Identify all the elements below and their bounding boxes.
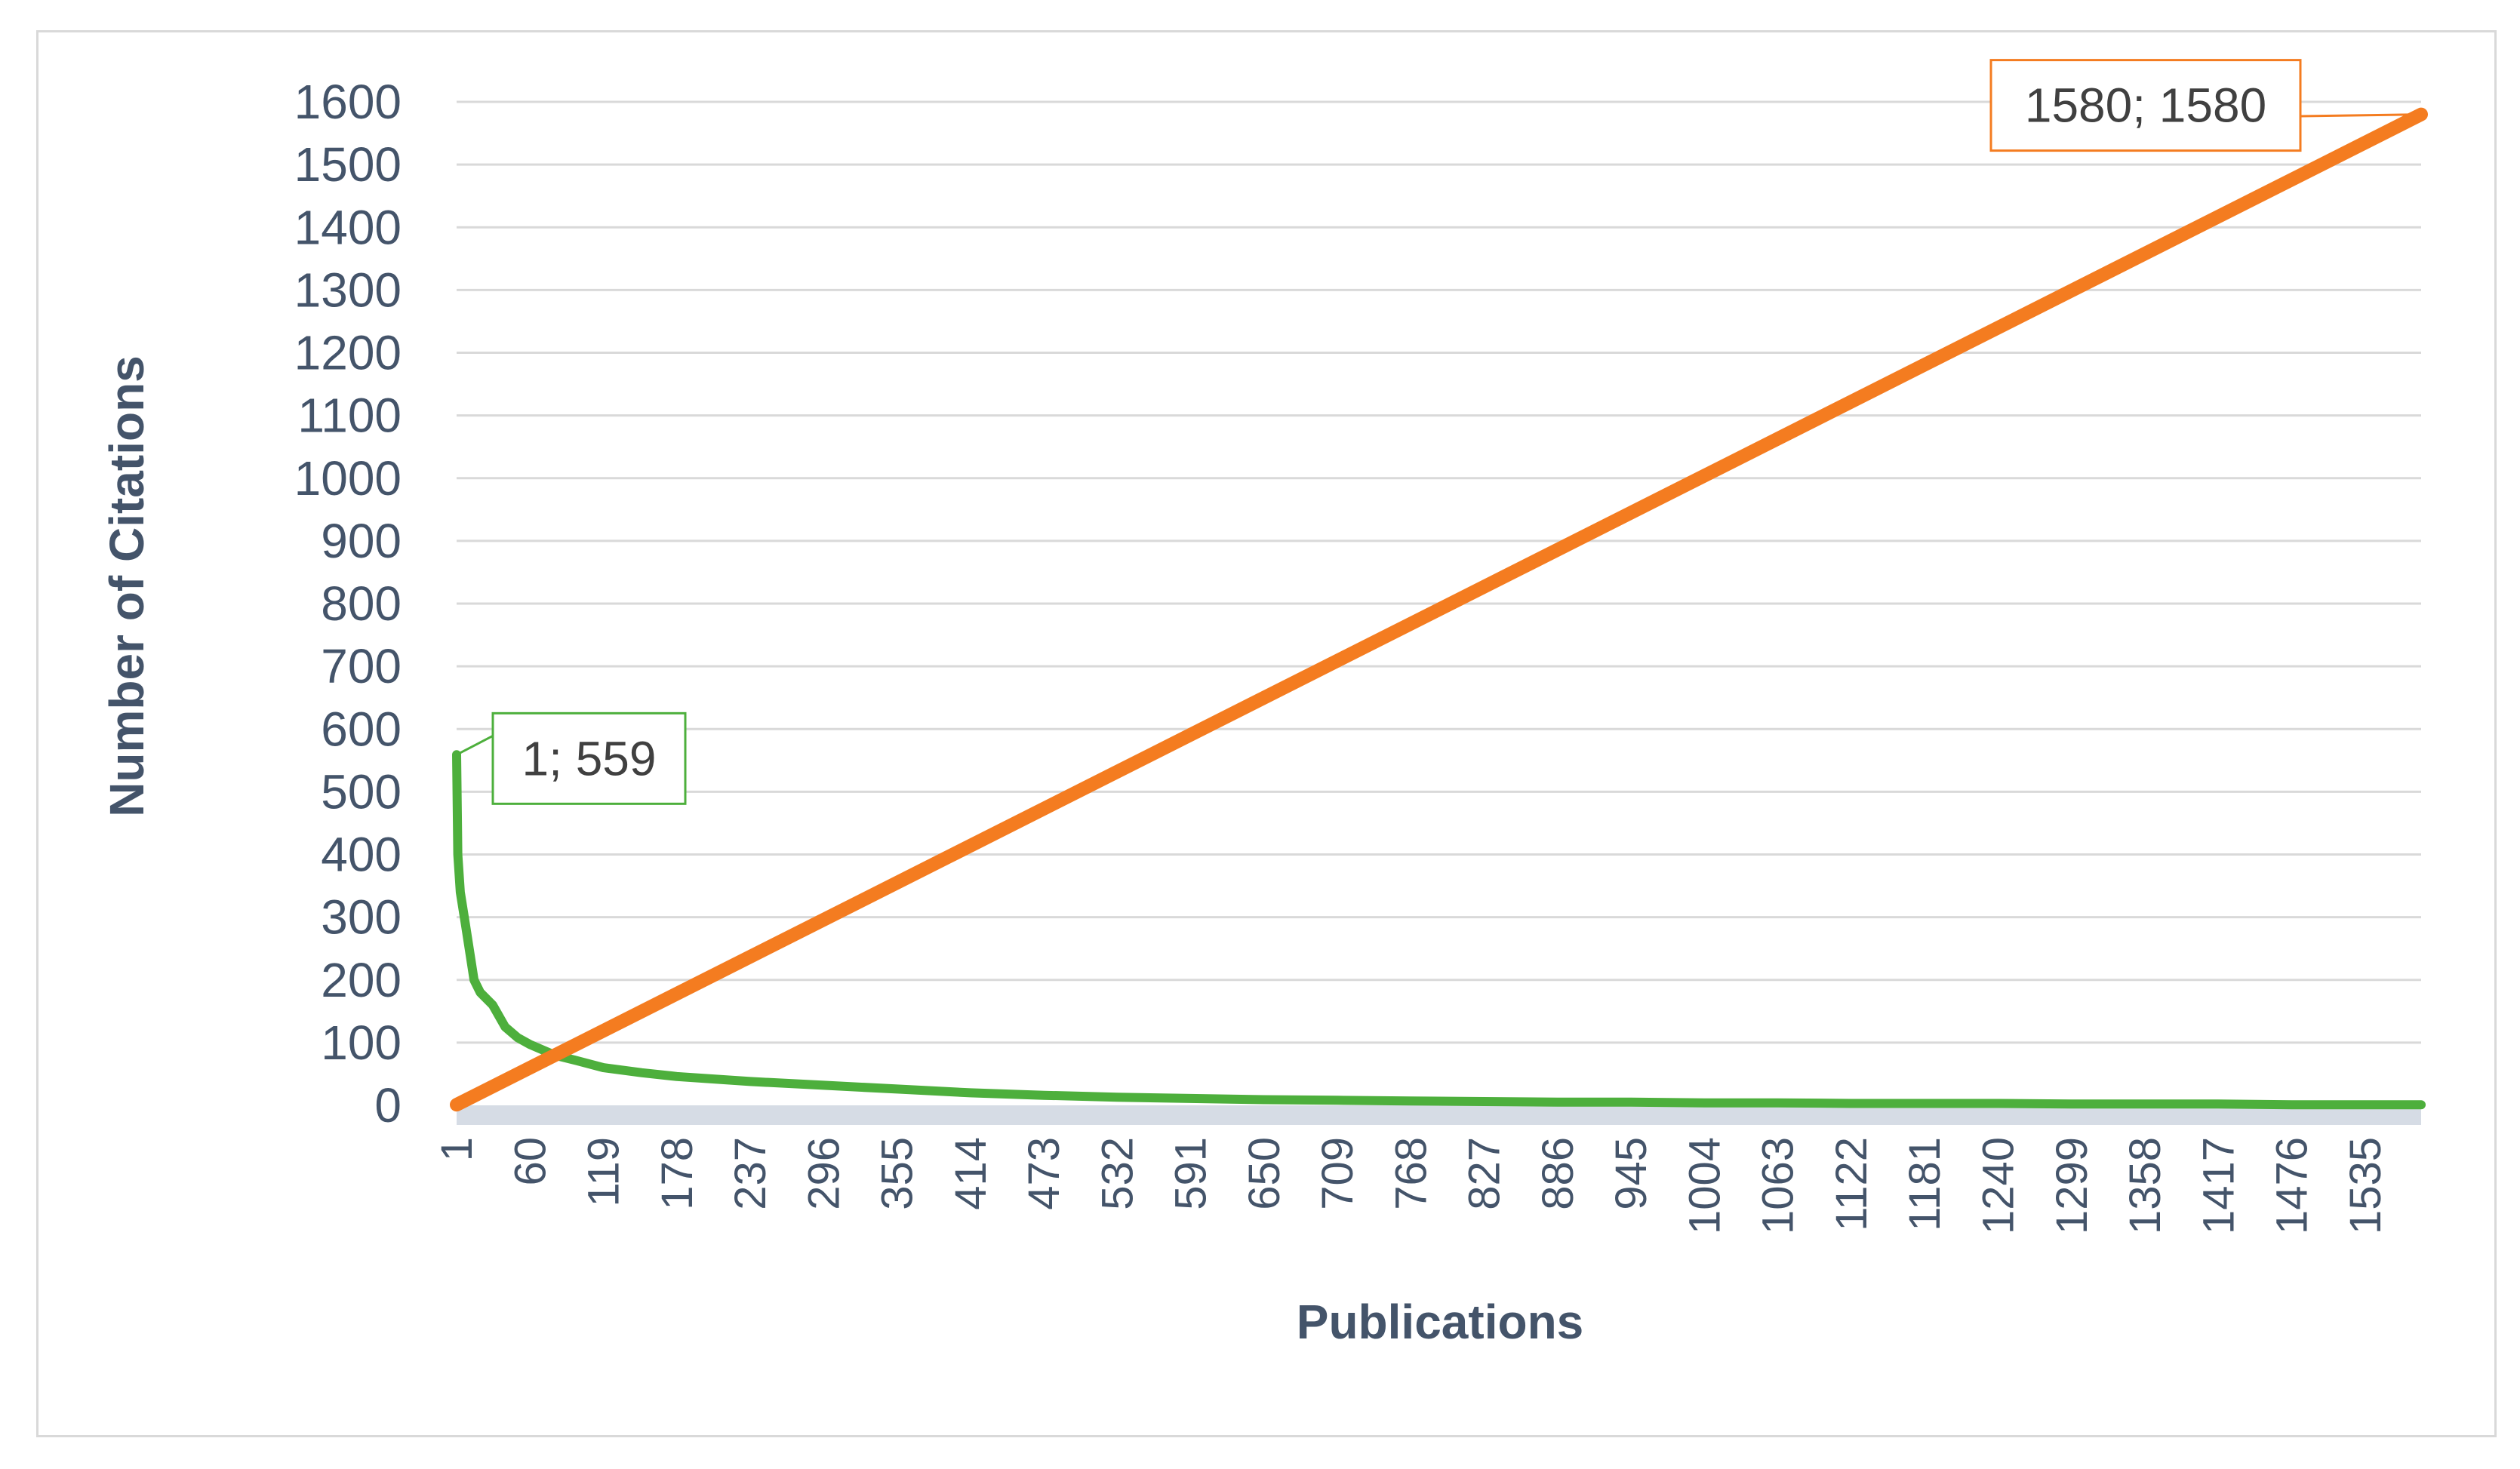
series-line-2 bbox=[450, 107, 2428, 1112]
y-tick-label: 1300 bbox=[294, 263, 402, 317]
x-axis-title: Publications bbox=[1297, 1295, 1584, 1349]
x-tick-label: 414 bbox=[946, 1137, 995, 1210]
series-line-1 bbox=[452, 750, 2426, 1110]
data-callout: 1580; 1580 bbox=[1989, 59, 2422, 152]
callout-box bbox=[1989, 59, 2302, 152]
annotations: 1; 559 1580; 1580 bbox=[456, 59, 2422, 805]
y-tick-label: 1000 bbox=[294, 451, 402, 506]
data-callout: 1; 559 bbox=[456, 711, 687, 805]
y-tick-label: 1100 bbox=[297, 389, 402, 443]
x-tick-label: 650 bbox=[1240, 1137, 1289, 1210]
callout-box bbox=[491, 711, 687, 805]
chart-frame bbox=[36, 30, 2497, 1437]
x-tick-label: 296 bbox=[799, 1137, 848, 1210]
x-tick-label: 945 bbox=[1607, 1137, 1656, 1210]
callout-leader bbox=[2300, 113, 2422, 118]
x-tick-label: 473 bbox=[1020, 1137, 1069, 1210]
x-tick-label: 768 bbox=[1386, 1137, 1435, 1210]
y-axis-title: Number of Citations bbox=[100, 355, 154, 817]
x-tick-label: 827 bbox=[1460, 1137, 1509, 1210]
callout-label: 1580; 1580 bbox=[2025, 78, 2266, 133]
series-lines bbox=[450, 107, 2428, 1112]
y-tick-label: 1600 bbox=[294, 75, 402, 129]
x-tick-label: 1063 bbox=[1754, 1137, 1803, 1234]
callout-label: 1; 559 bbox=[522, 731, 657, 785]
callout-leader bbox=[456, 735, 494, 756]
x-tick-label: 886 bbox=[1534, 1137, 1583, 1210]
x-tick-label: 1358 bbox=[2121, 1137, 2170, 1234]
y-tick-label: 200 bbox=[321, 953, 402, 1007]
x-tick-label: 60 bbox=[506, 1137, 555, 1186]
grid-lines bbox=[457, 100, 2421, 1125]
x-tick-label: 532 bbox=[1093, 1137, 1142, 1210]
x-tick-label: 1299 bbox=[2048, 1137, 2097, 1234]
x-tick-label: 1122 bbox=[1827, 1137, 1876, 1231]
x-tick-label: 1240 bbox=[1974, 1137, 2023, 1234]
y-tick-label: 300 bbox=[321, 890, 402, 945]
x-tick-label: 709 bbox=[1313, 1137, 1362, 1210]
y-tick-label: 500 bbox=[321, 764, 402, 819]
x-tick-label: 1535 bbox=[2341, 1137, 2390, 1234]
y-tick-label: 600 bbox=[321, 702, 402, 756]
y-tick-label: 1200 bbox=[294, 326, 402, 380]
y-tick-label: 800 bbox=[321, 576, 402, 631]
x-tick-label: 119 bbox=[580, 1137, 629, 1206]
x-tick-label: 178 bbox=[653, 1137, 702, 1210]
y-tick-label: 0 bbox=[374, 1078, 402, 1132]
y-tick-label: 100 bbox=[321, 1016, 402, 1070]
y-tick-label: 900 bbox=[321, 514, 402, 568]
x-tick-label: 237 bbox=[726, 1137, 775, 1210]
x-tick-label: 355 bbox=[873, 1137, 922, 1210]
x-tick-label: 1004 bbox=[1680, 1137, 1729, 1234]
x-tick-label: 591 bbox=[1167, 1137, 1216, 1210]
y-tick-label: 1500 bbox=[294, 137, 402, 192]
y-tick-label: 1400 bbox=[294, 200, 402, 254]
y-tick-label: 400 bbox=[321, 828, 402, 882]
y-tick-label: 700 bbox=[321, 639, 402, 693]
x-tick-label: 1 bbox=[432, 1137, 482, 1161]
y-axis-ticks: 0 100 200 300 400 500 600 700 800 900 1000 1100 1200… bbox=[294, 75, 402, 1132]
x-axis-ticks: 1 60 119 178 237 296 355 414 473 532 591 650 709 768 8… bbox=[432, 1137, 2390, 1234]
x-tick-label: 1417 bbox=[2194, 1137, 2243, 1234]
x-tick-label: 1181 bbox=[1900, 1137, 1949, 1231]
x-axis-band bbox=[457, 1105, 2421, 1125]
x-tick-label: 1476 bbox=[2268, 1137, 2317, 1234]
